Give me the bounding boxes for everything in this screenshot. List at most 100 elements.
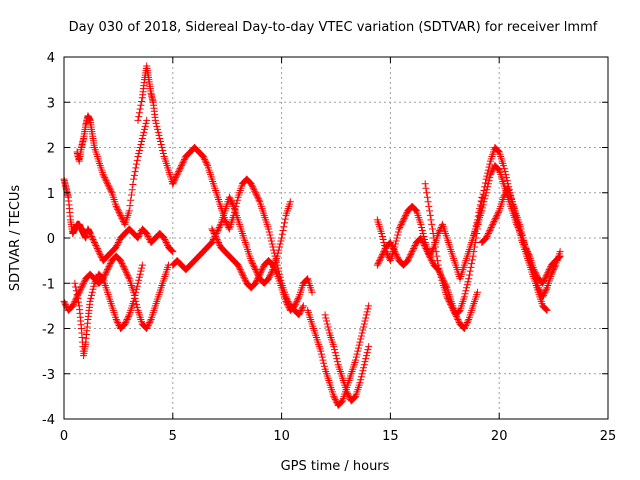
data-point: [364, 346, 372, 354]
data-point: [78, 282, 86, 290]
data-point: [130, 291, 138, 299]
data-point: [319, 356, 327, 364]
data-point: [486, 160, 494, 168]
data-point: [255, 196, 263, 204]
data-point: [296, 308, 304, 316]
data-point: [122, 317, 130, 325]
data-point: [395, 225, 403, 233]
data-point: [271, 266, 279, 274]
data-point: [550, 264, 558, 272]
data-point: [539, 278, 547, 286]
data-point: [80, 279, 88, 287]
data-point: [251, 266, 259, 274]
data-point: [275, 243, 283, 251]
data-point: [500, 165, 508, 173]
data-point: [112, 315, 120, 323]
data-point: [350, 394, 358, 402]
data-point: [298, 305, 306, 313]
data-point: [169, 248, 177, 256]
data-point: [74, 291, 82, 299]
data-point: [463, 284, 471, 292]
data-point: [133, 282, 141, 290]
data-point: [121, 320, 129, 328]
data-point: [392, 237, 400, 245]
data-point: [176, 165, 184, 173]
data-point: [376, 255, 384, 263]
data-point: [436, 267, 444, 275]
data-point: [419, 239, 427, 247]
data-point: [104, 181, 112, 189]
data-point: [489, 219, 497, 227]
data-point: [468, 256, 476, 264]
data-point: [86, 297, 94, 305]
data-point: [465, 271, 473, 279]
data-point: [247, 180, 255, 188]
data-point: [460, 293, 468, 301]
x-axis-label: GPS time / hours: [281, 459, 390, 474]
data-point: [293, 297, 301, 305]
data-point: [411, 205, 419, 213]
data-point: [157, 140, 165, 148]
data-point: [343, 388, 351, 396]
data-point: [251, 187, 259, 195]
data-point: [473, 288, 481, 296]
data-point: [222, 219, 230, 227]
data-point: [216, 222, 224, 230]
data-point: [491, 216, 499, 224]
data-point: [423, 193, 431, 201]
data-point: [178, 162, 186, 170]
data-point: [330, 343, 338, 351]
data-point: [235, 263, 243, 271]
data-point: [483, 186, 491, 194]
data-point: [278, 234, 286, 242]
data-point: [426, 211, 434, 219]
data-point: [332, 397, 340, 405]
data-point: [144, 232, 152, 240]
data-point: [354, 347, 362, 355]
data-point: [378, 251, 386, 259]
data-point: [357, 376, 365, 384]
data-point: [405, 255, 413, 263]
data-point: [211, 231, 219, 239]
data-point: [500, 193, 508, 201]
data-point: [417, 220, 425, 228]
data-point: [401, 213, 409, 221]
data-point: [88, 291, 96, 299]
x-tick-label: 0: [60, 429, 68, 444]
data-point: [411, 242, 419, 250]
data-point: [494, 147, 502, 155]
data-point: [144, 321, 152, 329]
data-point: [338, 398, 346, 406]
data-point: [323, 317, 331, 325]
data-point: [521, 240, 529, 248]
data-point: [292, 299, 300, 307]
data-point: [269, 243, 277, 251]
data-point: [379, 249, 387, 257]
data-point: [259, 264, 267, 272]
data-point: [248, 181, 256, 189]
data-point: [422, 245, 430, 253]
series-track-j: [321, 311, 373, 405]
data-point: [143, 116, 151, 124]
data-point: [134, 116, 142, 124]
data-point: [542, 272, 550, 280]
data-point: [71, 297, 79, 305]
data-point: [180, 156, 188, 164]
data-point: [464, 317, 472, 325]
data-point: [136, 144, 144, 151]
data-point: [106, 261, 114, 269]
data-point: [299, 303, 307, 311]
data-point: [143, 325, 151, 332]
data-point: [267, 237, 275, 245]
data-point: [212, 234, 220, 242]
data-point: [494, 208, 502, 216]
series-track-e: [134, 62, 177, 188]
data-point: [175, 168, 183, 176]
data-point: [90, 239, 98, 247]
data-point: [431, 239, 439, 247]
data-point: [455, 308, 463, 316]
data-point: [486, 171, 494, 179]
data-point: [410, 245, 418, 253]
data-point: [114, 320, 122, 328]
data-point: [376, 257, 384, 265]
